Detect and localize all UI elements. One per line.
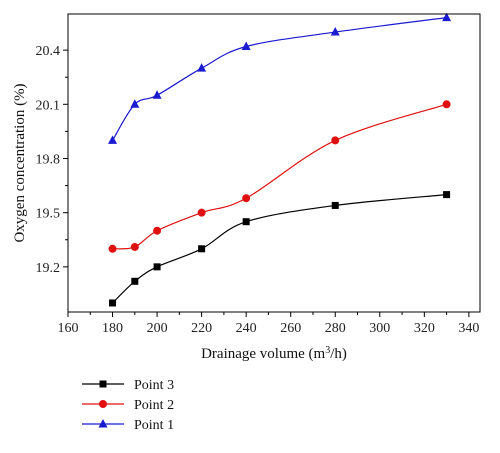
data-point-square xyxy=(443,191,451,199)
data-point-circle xyxy=(331,136,340,145)
data-point-triangle xyxy=(330,27,340,36)
y-axis: 19.2 19.5 19.8 20.1 20.4 xyxy=(36,44,68,276)
data-point-circle xyxy=(442,100,451,109)
plot-area xyxy=(69,15,479,311)
y-tick-label: 20.1 xyxy=(36,98,61,113)
legend-label: Point 1 xyxy=(134,418,174,433)
x-axis-title-tail: /h) xyxy=(330,346,347,362)
x-tick-label: 340 xyxy=(458,321,479,336)
x-tick-label: 300 xyxy=(369,321,390,336)
x-axis-title-sup: 3 xyxy=(325,345,330,356)
legend-marker-circle xyxy=(99,400,107,408)
x-tick-label: 160 xyxy=(58,321,79,336)
legend-label: Point 2 xyxy=(134,398,174,413)
data-point-triangle xyxy=(241,41,251,51)
data-point-square xyxy=(109,299,117,307)
legend-marker-square xyxy=(99,380,107,388)
y-axis-title: Oxygen concentration (%) xyxy=(12,83,28,242)
data-point-square xyxy=(331,201,339,209)
x-tick-label: 320 xyxy=(414,321,435,336)
y-tick-label: 20.4 xyxy=(36,44,61,59)
data-point-circle xyxy=(108,244,117,253)
data-point-circle xyxy=(130,242,139,251)
legend-label: Point 3 xyxy=(134,378,174,393)
x-tick-label: 180 xyxy=(102,321,123,336)
data-point-triangle xyxy=(152,90,162,99)
data-point-square xyxy=(131,277,139,285)
data-point-triangle xyxy=(442,12,452,22)
x-tick-label: 240 xyxy=(236,321,257,336)
x-tick-label: 200 xyxy=(147,321,168,336)
legend: Point 3 Point 2 Point 1 xyxy=(82,378,174,433)
x-axis: 160 180 200 220 240 260 280 300 320 340 xyxy=(58,312,479,336)
x-axis-title-main: Drainage volume (m xyxy=(201,346,325,362)
y-tick-label: 19.2 xyxy=(36,261,61,276)
data-point-triangle xyxy=(108,135,118,144)
x-axis-title: Drainage volume (m3/h) xyxy=(201,345,347,363)
data-point-circle xyxy=(242,194,251,203)
data-point-circle xyxy=(197,208,206,217)
data-point-square xyxy=(198,245,206,253)
data-point-square xyxy=(153,263,161,271)
y-tick-label: 19.5 xyxy=(36,207,61,222)
data-point-triangle xyxy=(197,63,207,72)
x-tick-label: 220 xyxy=(191,321,212,336)
series-markers xyxy=(108,12,452,307)
x-tick-label: 260 xyxy=(280,321,301,336)
legend-marker-triangle xyxy=(98,419,108,428)
plot-frame xyxy=(67,13,481,313)
data-point-circle xyxy=(153,226,162,235)
data-point-triangle xyxy=(130,99,140,108)
x-tick-label: 280 xyxy=(325,321,346,336)
data-point-square xyxy=(242,218,250,226)
y-tick-label: 19.8 xyxy=(36,152,61,167)
